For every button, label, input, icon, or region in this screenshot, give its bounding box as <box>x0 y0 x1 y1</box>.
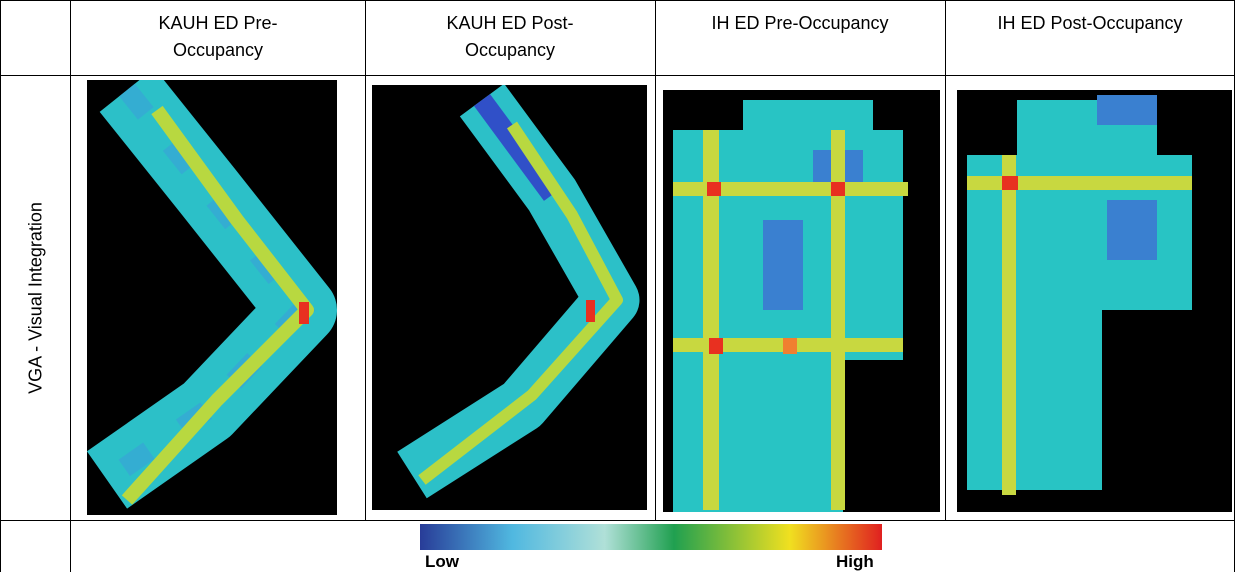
legend-label: Low <box>425 552 459 572</box>
border <box>0 520 1235 521</box>
border <box>0 75 1235 76</box>
column-header: KAUH ED Post-Occupancy <box>425 10 595 64</box>
border <box>365 0 366 520</box>
vga-map <box>957 90 1232 512</box>
vga-map <box>87 80 337 515</box>
column-header: KAUH ED Pre-Occupancy <box>133 10 303 64</box>
border <box>945 0 946 520</box>
border <box>70 0 71 572</box>
page: KAUH ED Pre-Occupancy KAUH ED Post-Occup… <box>0 0 1235 572</box>
row-label: VGA - Visual Integration <box>26 202 47 394</box>
border <box>0 0 1235 1</box>
legend-bar <box>420 524 882 550</box>
border <box>0 0 1 572</box>
column-header: IH ED Pre-Occupancy <box>655 10 945 37</box>
vga-map <box>663 90 940 512</box>
column-header: IH ED Post-Occupancy <box>945 10 1235 37</box>
vga-map <box>372 85 647 510</box>
legend-label: High <box>836 552 874 572</box>
border <box>655 0 656 520</box>
